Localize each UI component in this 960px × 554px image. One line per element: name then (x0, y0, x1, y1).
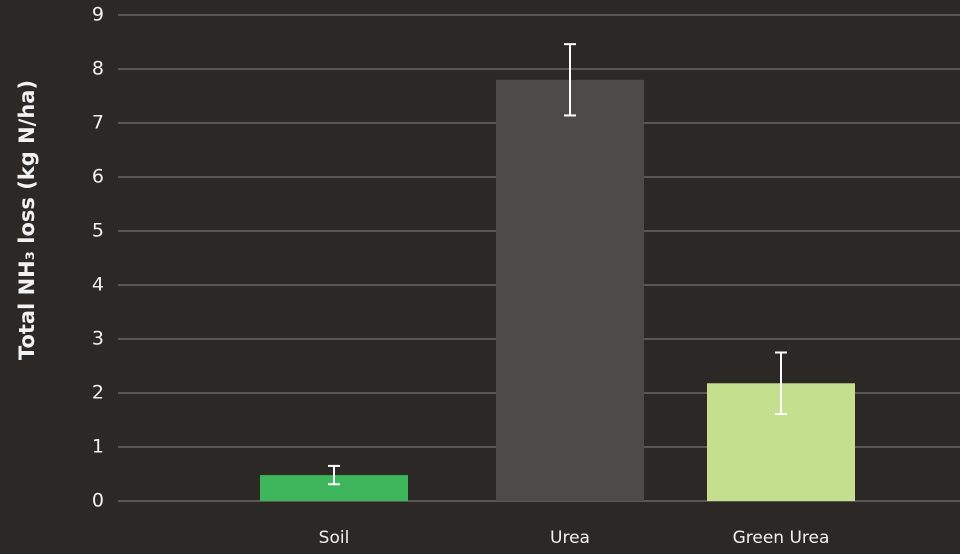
bar (496, 79, 644, 502)
y-tick-label: 6 (92, 166, 104, 188)
y-tick-label: 3 (92, 328, 104, 350)
y-tick-label: 5 (92, 220, 104, 242)
y-tick-label: 7 (92, 112, 104, 134)
y-tick-label: 2 (92, 382, 104, 404)
y-tick-label: 0 (92, 490, 104, 512)
x-tick-label: Soil (319, 528, 350, 548)
x-tick-label: Urea (550, 528, 590, 548)
y-tick-label: 4 (92, 274, 104, 296)
error-bar (564, 43, 576, 117)
error-bar (775, 351, 787, 416)
y-axis-label: Total NH₃ loss (kg N/ha) (15, 80, 39, 360)
error-bar (328, 464, 340, 486)
y-tick-label: 8 (92, 58, 104, 80)
y-tick-label: 9 (92, 4, 104, 26)
y-tick-label: 1 (92, 436, 104, 458)
x-tick-label: Green Urea (733, 528, 830, 548)
